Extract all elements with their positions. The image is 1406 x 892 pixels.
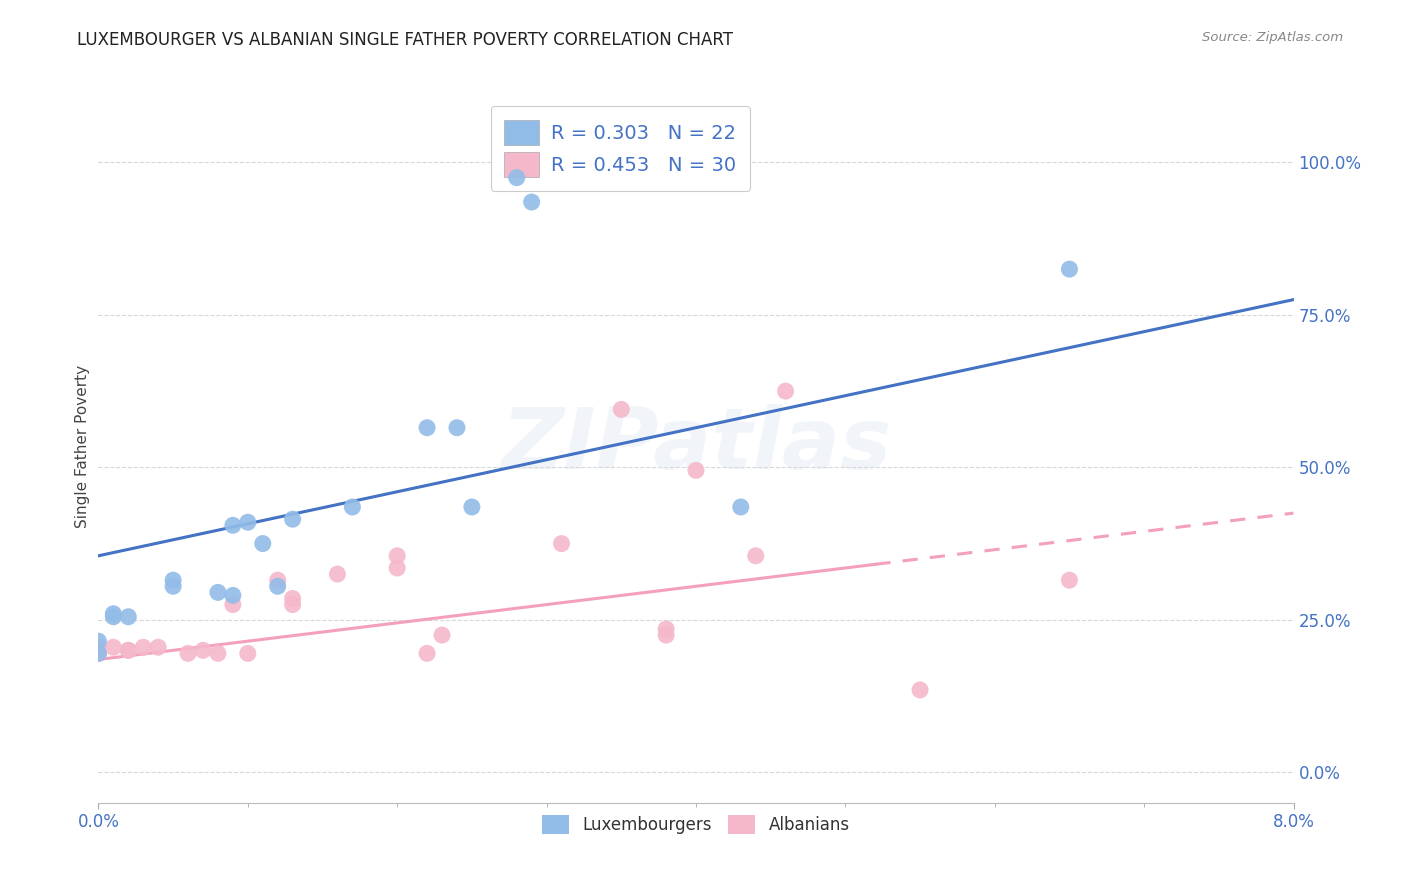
Point bbox=[117, 609, 139, 624]
Point bbox=[550, 536, 572, 550]
Point bbox=[520, 194, 543, 209]
Point bbox=[207, 585, 229, 599]
Point bbox=[87, 640, 110, 655]
Point bbox=[177, 646, 200, 660]
Point bbox=[416, 420, 439, 434]
Point bbox=[117, 643, 139, 657]
Point bbox=[775, 384, 797, 398]
Point bbox=[236, 515, 259, 529]
Point bbox=[207, 646, 229, 660]
Point bbox=[326, 567, 349, 582]
Point bbox=[685, 463, 707, 477]
Point bbox=[506, 170, 529, 185]
Point bbox=[416, 646, 439, 660]
Point bbox=[267, 573, 290, 587]
Point bbox=[162, 573, 184, 587]
Point bbox=[222, 598, 245, 612]
Point bbox=[655, 622, 678, 636]
Point bbox=[162, 579, 184, 593]
Point bbox=[461, 500, 484, 514]
Point bbox=[908, 683, 931, 698]
Point bbox=[87, 634, 110, 648]
Point bbox=[117, 643, 139, 657]
Point bbox=[87, 646, 110, 660]
Point bbox=[281, 598, 304, 612]
Point bbox=[87, 646, 110, 660]
Text: LUXEMBOURGER VS ALBANIAN SINGLE FATHER POVERTY CORRELATION CHART: LUXEMBOURGER VS ALBANIAN SINGLE FATHER P… bbox=[77, 31, 734, 49]
Point bbox=[103, 609, 125, 624]
Point bbox=[252, 536, 274, 550]
Point bbox=[148, 640, 170, 655]
Point bbox=[342, 500, 364, 514]
Point bbox=[103, 607, 125, 621]
Point bbox=[191, 643, 214, 657]
Point bbox=[103, 640, 125, 655]
Point bbox=[385, 561, 409, 575]
Point bbox=[281, 591, 304, 606]
Point bbox=[385, 549, 409, 563]
Point bbox=[87, 646, 110, 660]
Point bbox=[745, 549, 768, 563]
Point bbox=[236, 646, 259, 660]
Point bbox=[132, 640, 155, 655]
Point bbox=[655, 628, 678, 642]
Point bbox=[1059, 573, 1081, 587]
Y-axis label: Single Father Poverty: Single Father Poverty bbox=[75, 365, 90, 527]
Point bbox=[430, 628, 453, 642]
Legend: Luxembourgers, Albanians: Luxembourgers, Albanians bbox=[536, 808, 856, 841]
Text: ZIPatlas: ZIPatlas bbox=[501, 404, 891, 488]
Point bbox=[222, 589, 245, 603]
Point bbox=[730, 500, 752, 514]
Point bbox=[446, 420, 468, 434]
Point bbox=[222, 518, 245, 533]
Point bbox=[610, 402, 633, 417]
Point bbox=[267, 579, 290, 593]
Point bbox=[281, 512, 304, 526]
Text: Source: ZipAtlas.com: Source: ZipAtlas.com bbox=[1202, 31, 1343, 45]
Point bbox=[1059, 262, 1081, 277]
